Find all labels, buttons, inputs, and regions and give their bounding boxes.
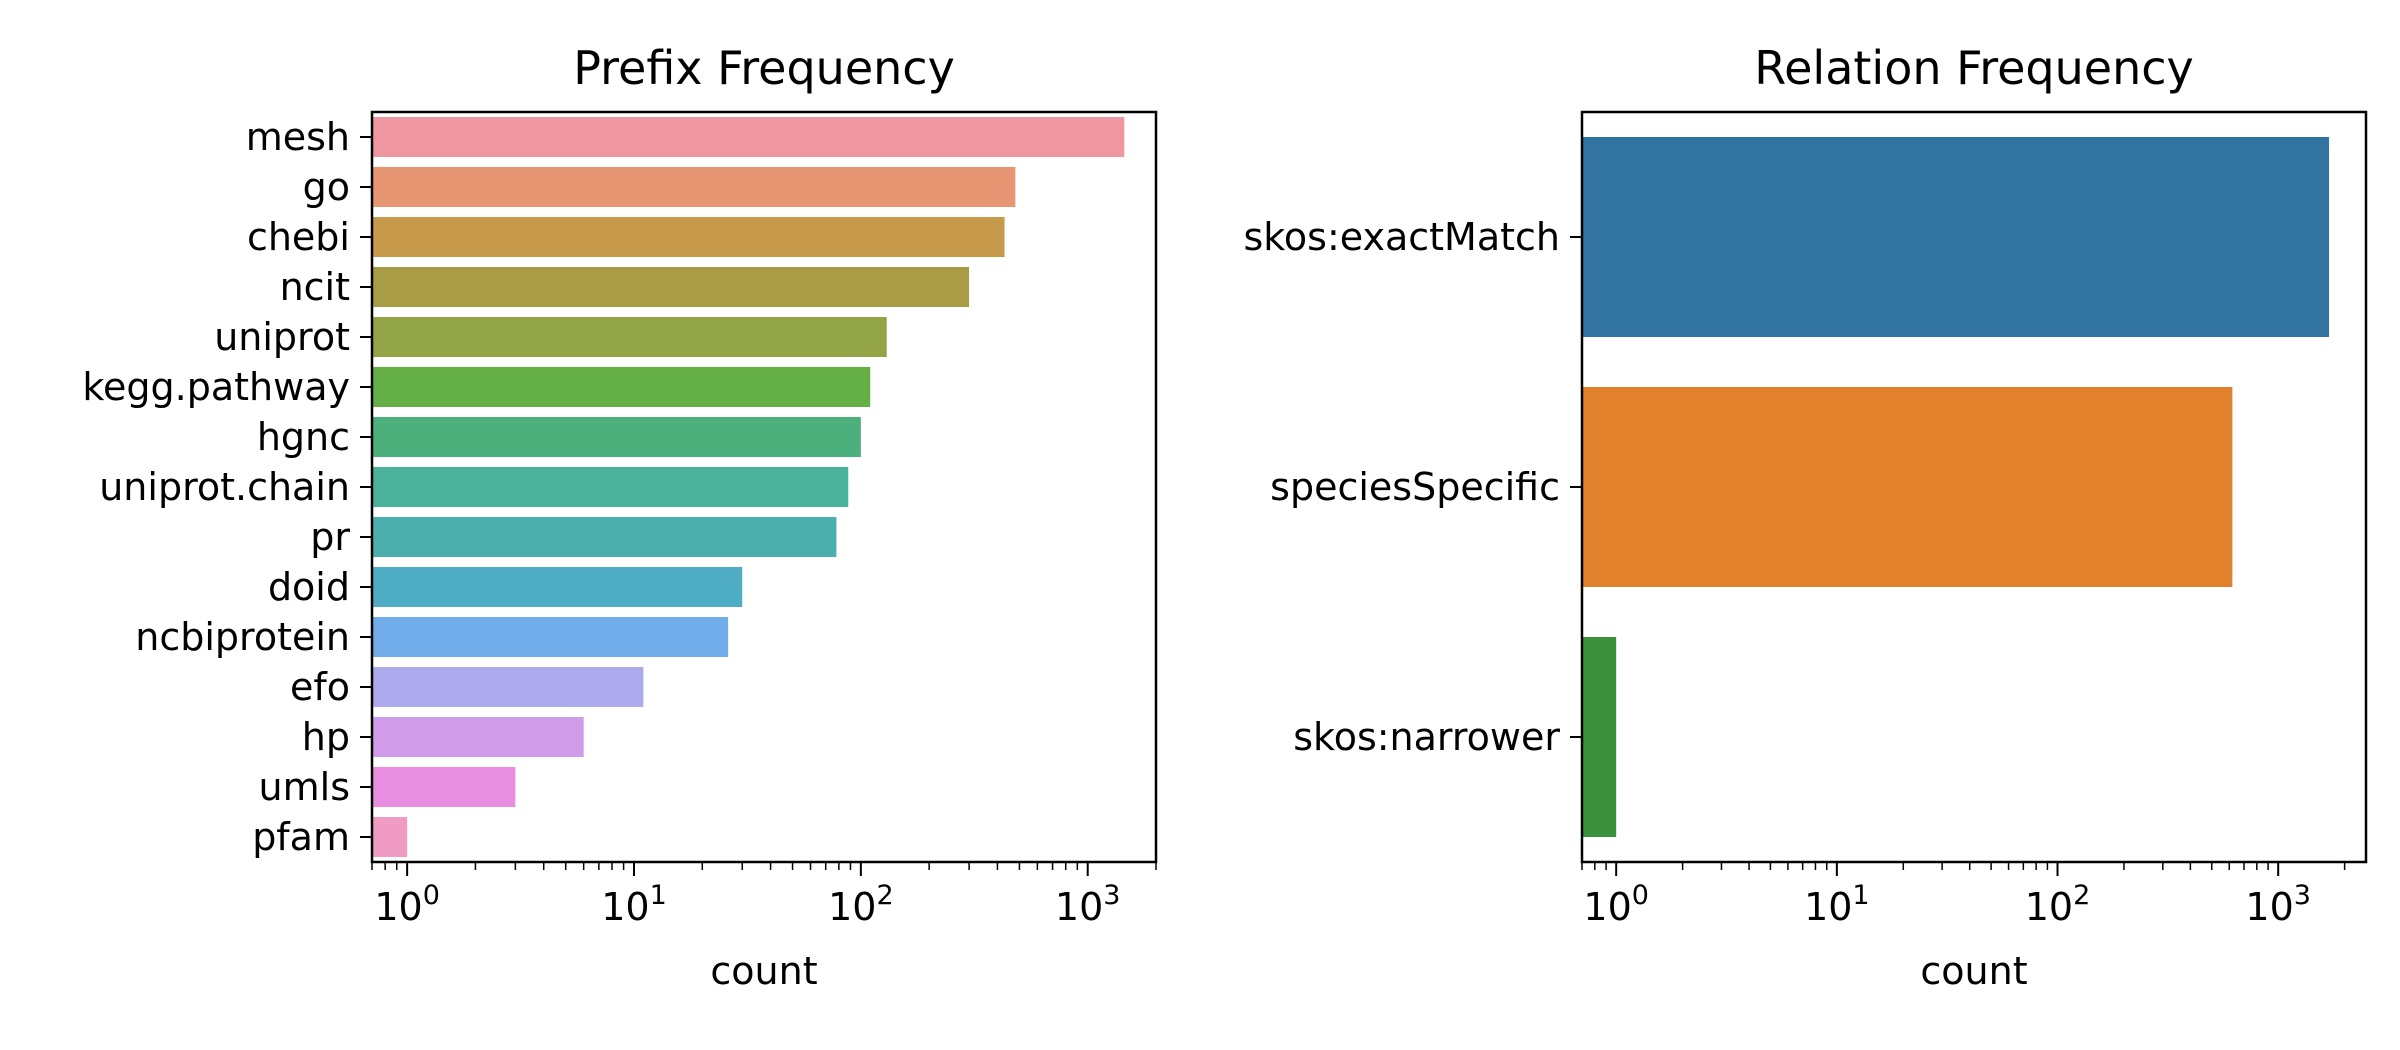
prefix-category-label: pr [310,515,350,559]
relation-bar-speciesspecific [1582,387,2233,587]
prefix-bar-efo [372,667,644,707]
x-tick-label: 101 [601,880,667,929]
x-tick-label: 100 [374,880,440,929]
prefix-bar-uniprot-chain [372,467,849,507]
prefix-category-label: uniprot [214,315,350,359]
prefix-category-label: chebi [247,215,350,259]
prefix-bar-umls [372,767,516,807]
x-tick-label: 103 [2245,880,2311,929]
x-tick-label: 102 [828,880,894,929]
prefix-bar-ncbiprotein [372,617,729,657]
prefix-bar-uniprot [372,317,887,357]
relation-plot-frame [1580,110,2368,864]
relation-chart-title: Relation Frequency [1754,41,2194,95]
relation-x-axis-label: count [1920,949,2027,993]
prefix-bar-mesh [372,117,1125,157]
prefix-bar-hgnc [372,417,861,457]
prefix-bar-doid [372,567,743,607]
prefix-category-label: kegg.pathway [82,365,350,409]
relation-frequency-chart: Relation Frequency skos:exactMatch species… [1243,41,2368,993]
prefix-category-label: pfam [252,815,350,859]
x-tick-label: 100 [1583,880,1649,929]
prefix-category-label: ncit [280,265,350,309]
x-tick-label: 102 [2025,880,2091,929]
prefix-bar-chebi [372,217,1005,257]
prefix-chart-title: Prefix Frequency [573,41,955,95]
prefix-bar-kegg-pathway [372,367,871,407]
relation-bar-skos-exactmatch [1582,137,2330,337]
relation-category-label: skos:narrower [1293,715,1560,759]
prefix-category-label: hgnc [257,415,350,459]
prefix-x-axis-label: count [710,949,817,993]
relation-category-label: skos:exactMatch [1243,215,1560,259]
prefix-category-label: mesh [246,115,350,159]
prefix-bar-ncit [372,267,970,307]
prefix-bar-hp [372,717,584,757]
prefix-frequency-chart: Prefix Frequency mesh go chebi ncit uniprot ke… [82,41,1158,993]
prefix-category-label: efo [290,665,350,709]
prefix-category-label: go [303,165,350,209]
prefix-category-label: umls [259,765,350,809]
x-tick-label: 103 [1055,880,1121,929]
prefix-category-label: uniprot.chain [99,465,350,509]
prefix-bar-go [372,167,1016,207]
relation-category-label: speciesSpecific [1270,465,1560,509]
prefix-bar-pr [372,517,837,557]
prefix-plot-frame [370,110,1158,864]
x-tick-label: 101 [1804,880,1870,929]
relation-bar-skos-narrower [1582,637,1617,837]
prefix-category-label: hp [302,715,350,759]
prefix-category-label: doid [268,565,350,609]
prefix-bar-pfam [372,817,408,857]
prefix-category-label: ncbiprotein [135,615,350,659]
